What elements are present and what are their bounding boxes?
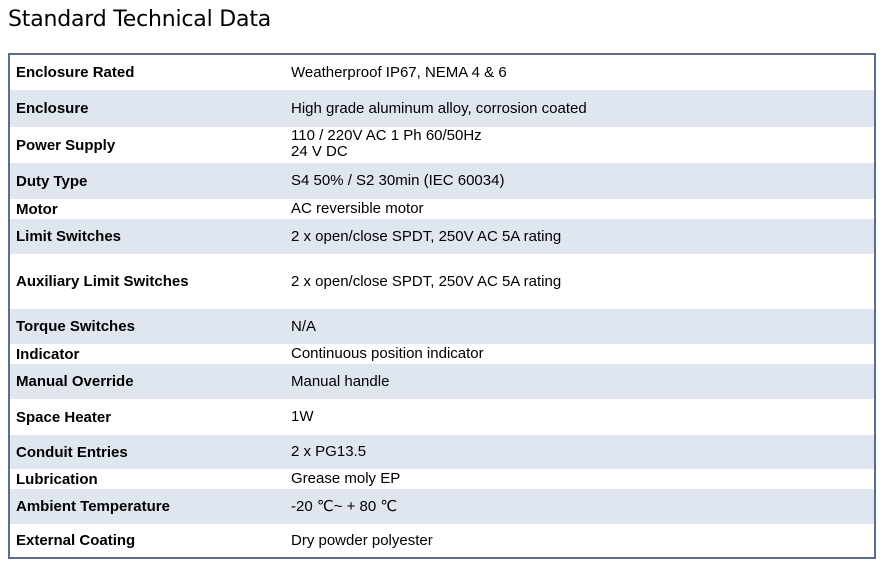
technical-data-table: Enclosure Rated Weatherproof IP67, NEMA … <box>8 53 876 559</box>
row-value: 110 / 220V AC 1 Ph 60/50Hz 24 V DC <box>291 127 482 160</box>
row-label: Conduit Entries <box>16 443 128 461</box>
row-value: N/A <box>291 317 317 335</box>
table-row: External Coating Dry powder polyester <box>10 524 874 557</box>
table-row: Manual Override Manual handle <box>10 364 874 399</box>
row-value: 1W <box>291 408 314 425</box>
row-label: Torque Switches <box>16 318 135 335</box>
table-row: Space Heater 1W <box>10 399 874 435</box>
row-value: S4 50% / S2 30min (IEC 60034) <box>291 172 505 189</box>
page-title: Standard Technical Data <box>8 7 272 32</box>
row-label: Duty Type <box>16 172 88 190</box>
row-label: Enclosure <box>16 100 89 117</box>
table-row: Auxiliary Limit Switches 2 x open/close … <box>10 254 874 309</box>
table-row: Motor AC reversible motor <box>10 199 874 219</box>
table-row: Conduit Entries 2 x PG13.5 <box>10 435 874 469</box>
table-row: Lubrication Grease moly EP <box>10 469 874 489</box>
row-value: 2 x open/close SPDT, 250V AC 5A rating <box>291 227 562 245</box>
table-row: Ambient Temperature -20 ℃~ + 80 ℃ <box>10 489 874 524</box>
row-value: Grease moly EP <box>291 470 401 487</box>
table-row: Enclosure High grade aluminum alloy, cor… <box>10 90 874 127</box>
table-row: Indicator Continuous position indicator <box>10 344 874 364</box>
row-value: 2 x PG13.5 <box>291 443 367 460</box>
table-row: Torque Switches N/A <box>10 309 874 344</box>
row-value: -20 ℃~ + 80 ℃ <box>291 497 398 515</box>
row-value: Weatherproof IP67, NEMA 4 & 6 <box>291 63 507 81</box>
row-label: Power Supply <box>16 136 116 154</box>
row-value: AC reversible motor <box>291 200 424 217</box>
row-value: Manual handle <box>291 372 390 390</box>
table-row: Enclosure Rated Weatherproof IP67, NEMA … <box>10 55 874 90</box>
row-label: Motor <box>16 200 58 218</box>
row-label: Manual Override <box>16 373 134 390</box>
row-label: External Coating <box>16 532 136 549</box>
row-label: Enclosure Rated <box>16 64 135 81</box>
row-label: Space Heater <box>16 408 112 426</box>
row-label: Auxiliary Limit Switches <box>16 273 189 290</box>
table-row: Power Supply 110 / 220V AC 1 Ph 60/50Hz … <box>10 127 874 163</box>
row-label: Limit Switches <box>16 228 122 245</box>
row-value: 2 x open/close SPDT, 250V AC 5A rating <box>291 272 562 290</box>
row-value: Dry powder polyester <box>291 531 433 549</box>
row-label: Ambient Temperature <box>16 498 170 515</box>
row-value: Continuous position indicator <box>291 345 484 362</box>
table-row: Limit Switches 2 x open/close SPDT, 250V… <box>10 219 874 254</box>
table-row: Duty Type S4 50% / S2 30min (IEC 60034) <box>10 163 874 199</box>
row-label: Lubrication <box>16 470 98 488</box>
row-value: High grade aluminum alloy, corrosion coa… <box>291 99 587 117</box>
row-label: Indicator <box>16 345 80 363</box>
